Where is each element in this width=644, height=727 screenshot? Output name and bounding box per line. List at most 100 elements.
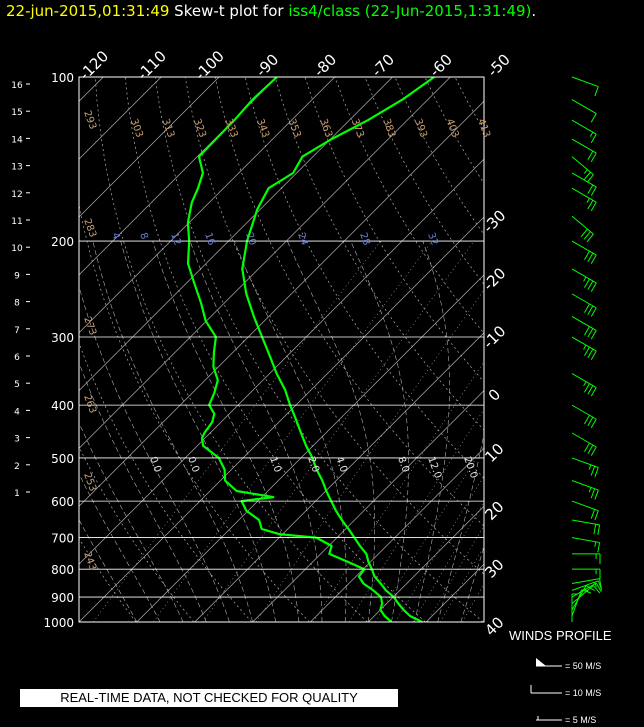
wind-barb-staff [571,156,594,176]
wind-barb-flag [587,280,594,290]
wind-barb-flag [587,416,594,427]
wind-barb-half-flag [594,541,597,547]
height-tick-label: 9 [14,271,20,281]
moist-adiabat-label: 4.0 [333,455,349,474]
wind-barb-flag [594,510,599,521]
height-tick-label: 12 [11,190,22,200]
wind-barb [571,76,599,97]
wind-barb [571,593,577,622]
height-tick-label: 1 [14,489,20,499]
wind-barb-flag [590,133,597,144]
wind-barb-staff [571,432,597,448]
wind-barb-flag [584,442,590,452]
wind-barb-staff [571,589,583,617]
dry-adiabat-line [79,341,252,622]
wind-barb-staff [571,240,597,256]
height-tick-label: 16 [11,81,23,91]
pressure-label: 300 [51,331,74,345]
wind-barb [571,582,602,598]
mixing-ratio-label: 28 [357,231,372,247]
wind-barb-half-flag [589,131,594,137]
wind-barb [571,580,603,591]
height-tick-label: 3 [14,435,20,445]
wind-barb-flag [594,489,599,500]
height-tick-label: 14 [11,135,23,145]
wind-barb-staff [571,99,597,114]
title-date: 22-jun-2015,01:31:49 [6,2,170,20]
moist-adiabat-line [120,241,276,622]
pressure-label: 200 [51,235,74,249]
wind-barb-half-flag [583,381,587,387]
wind-barb [571,373,597,397]
height-tick-label: 8 [14,299,20,309]
pressure-label: 600 [51,495,74,509]
wind-barb-flag [590,330,597,340]
wind-barb-flag [590,254,597,264]
wind-barb-staff [571,215,594,235]
wind-legend-50: = 50 M/S [565,661,602,671]
wind-barb [571,316,597,340]
height-tick-label: 4 [14,407,20,417]
wind-barb [571,268,597,292]
mixing-ratio-label: 4 [109,231,122,241]
wind-barb [571,480,599,500]
wind-barb-flag [590,509,596,519]
mixing-ratio-line [93,240,382,622]
wind-barb-flag [587,385,594,395]
wind-barb-flag [590,186,597,196]
moist-adiabat-label: 0.0 [147,455,163,474]
wind-barb-flag [587,305,594,315]
wind-barb-flag [584,414,590,425]
wind-barb-staff [571,580,599,591]
height-tick-label: 11 [11,217,22,227]
wind-barb [571,172,597,196]
mixing-ratio-label: 12 [168,231,183,247]
dry-adiabat-line [184,77,484,575]
height-tick-label: 5 [14,380,20,390]
wind-barb-flag [587,252,594,263]
moist-adiabat-label: 8.0 [395,455,411,474]
wind-barb-flag [597,580,603,591]
isotherm-line [79,77,278,276]
wind-barb-flag [593,585,601,594]
wind-barb [571,432,597,456]
wind-barb-half-flag [594,581,597,588]
wind-barb-flag [587,328,594,338]
wind-barb-half-flag [583,344,587,350]
wind-barb-flag [599,578,602,589]
wind-barb-staff [571,138,597,154]
isotherm-line [79,77,451,449]
qc-note: REAL-TIME DATA, NOT CHECKED FOR QUALITY [20,689,398,707]
pressure-label: 700 [51,532,74,546]
wind-barb-staff [571,585,594,604]
wind-barb [571,138,597,163]
height-tick-label: 6 [14,353,20,363]
wind-barb [571,404,597,429]
dry-adiabat-line [274,77,484,431]
moist-adiabat-line [460,545,484,622]
mixing-ratio-line [313,361,484,622]
wind-barb-flag [590,113,597,123]
wind-barb-flag [584,346,590,357]
isotherm-line [136,274,484,622]
dry-adiabat-line [79,203,310,622]
plot-frame [78,76,485,623]
isotherm-line [79,77,220,218]
wind-barb-flag [587,184,594,194]
height-tick-label: 13 [11,163,22,173]
wind-barb-flag [584,278,590,288]
isotherm-line [79,158,484,565]
wind-barb-staff [571,119,597,135]
mixing-ratio-label: 20 [243,231,258,247]
mixing-ratio-line [255,289,484,622]
wind-barb-staff [571,172,597,188]
wind-barb-flag [594,86,599,97]
wind-barb-staff [571,293,597,309]
wind-barb [571,336,597,360]
dry-adiabat-line [154,77,484,622]
wind-barb-flag [584,326,590,336]
isotherm-line [79,77,393,392]
isotherm-line [368,505,484,622]
wind-barb [572,568,601,580]
